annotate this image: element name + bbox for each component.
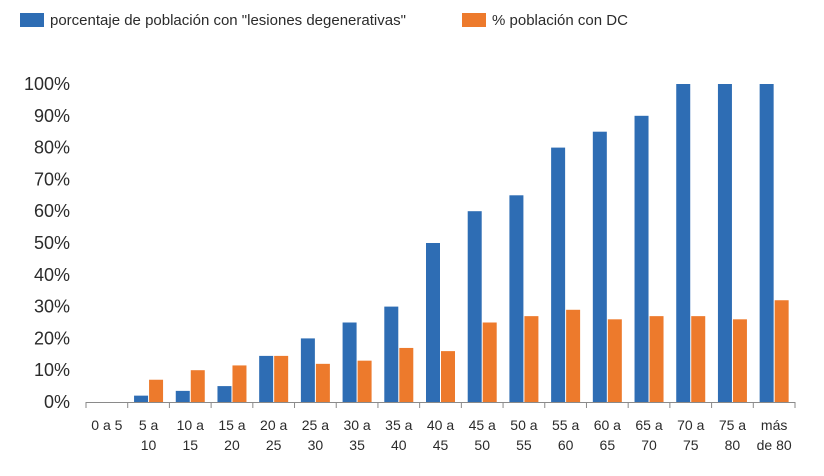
bar-series2-15 bbox=[732, 319, 747, 402]
y-tick-label: 30% bbox=[34, 297, 70, 317]
y-tick-label: 70% bbox=[34, 169, 70, 189]
y-tick-label: 40% bbox=[34, 265, 70, 285]
legend-label-2: % población con DC bbox=[492, 12, 628, 29]
legend-label-1: porcentaje de población con "lesiones de… bbox=[50, 12, 406, 29]
bar-series2-2 bbox=[190, 370, 205, 402]
x-tick-label: 20 a bbox=[260, 417, 287, 433]
x-tick-label: 70 a bbox=[677, 417, 704, 433]
bar-series2-10 bbox=[524, 316, 539, 402]
x-tick-label: 15 a bbox=[218, 417, 245, 433]
x-tick-label: 55 a bbox=[552, 417, 579, 433]
x-tick-label: 75 bbox=[683, 437, 699, 453]
y-tick-label: 80% bbox=[34, 138, 70, 158]
x-tick-label: 50 bbox=[474, 437, 490, 453]
x-tick-label: 0 a 5 bbox=[91, 417, 122, 433]
x-tick-label: 50 a bbox=[510, 417, 537, 433]
bar-series1-11 bbox=[551, 147, 566, 402]
x-tick-label: 80 bbox=[725, 437, 741, 453]
bar-series1-10 bbox=[509, 195, 524, 402]
bar-series1-7 bbox=[384, 306, 399, 402]
bar-series1-14 bbox=[676, 84, 691, 402]
x-tick-label: 30 bbox=[308, 437, 324, 453]
x-tick-label: 55 bbox=[516, 437, 532, 453]
bar-series1-1 bbox=[134, 395, 149, 402]
legend-swatch-1 bbox=[20, 13, 44, 27]
y-tick-label: 90% bbox=[34, 106, 70, 126]
x-tick-label: 60 a bbox=[594, 417, 621, 433]
bar-series1-16 bbox=[759, 84, 774, 402]
legend: porcentaje de población con "lesiones de… bbox=[20, 12, 628, 29]
bar-series1-9 bbox=[467, 211, 482, 402]
bar-series2-11 bbox=[566, 309, 581, 402]
x-tick-label: 70 bbox=[641, 437, 657, 453]
x-tick-label: 75 a bbox=[719, 417, 746, 433]
bar-series1-12 bbox=[592, 131, 607, 402]
bar-series2-6 bbox=[357, 360, 372, 402]
x-tick-label: 10 a bbox=[177, 417, 204, 433]
x-axis: 0 a 5 5 a 10 10 a 15 15 a 20 20 a 25 25 a 30 30 a 35… bbox=[85, 402, 796, 453]
y-tick-label: 0% bbox=[44, 392, 70, 412]
bar-series2-9 bbox=[482, 322, 497, 402]
bar-series2-12 bbox=[607, 319, 622, 402]
x-tick-label: 5 a bbox=[139, 417, 159, 433]
bars bbox=[134, 84, 789, 403]
bar-series1-6 bbox=[342, 322, 357, 402]
x-tick-label: 15 bbox=[182, 437, 198, 453]
x-tick-label: 40 bbox=[391, 437, 407, 453]
x-tick-label: 60 bbox=[558, 437, 574, 453]
y-tick-label: 50% bbox=[34, 233, 70, 253]
bar-series1-15 bbox=[717, 84, 732, 402]
bar-series2-5 bbox=[315, 363, 330, 402]
bar-series1-13 bbox=[634, 115, 649, 403]
y-tick-label: 20% bbox=[34, 328, 70, 348]
y-tick-label: 100% bbox=[24, 74, 70, 94]
bar-series2-1 bbox=[149, 379, 164, 402]
legend-swatch-2 bbox=[462, 13, 486, 27]
x-tick-label: 20 bbox=[224, 437, 240, 453]
y-axis: 0% 10% 20% 30% 40% 50% 60% 70% 80% 90% 100% bbox=[24, 74, 70, 412]
x-tick-label: 40 a bbox=[427, 417, 454, 433]
x-tick-label: 35 a bbox=[385, 417, 412, 433]
bar-series2-3 bbox=[232, 365, 247, 402]
x-tick-label: 45 a bbox=[469, 417, 496, 433]
x-tick-label: 10 bbox=[141, 437, 157, 453]
x-tick-label: 65 bbox=[600, 437, 616, 453]
x-tick-label: más bbox=[761, 417, 787, 433]
bar-series2-8 bbox=[441, 351, 455, 402]
bar-series2-14 bbox=[691, 316, 706, 402]
x-tick-label: 25 a bbox=[302, 417, 329, 433]
bar-series1-5 bbox=[300, 338, 315, 402]
x-tick-label: 30 a bbox=[343, 417, 370, 433]
x-tick-label: 45 bbox=[433, 437, 449, 453]
x-tick-label: 35 bbox=[349, 437, 365, 453]
x-tick-label: de 80 bbox=[757, 437, 792, 453]
y-tick-label: 60% bbox=[34, 201, 70, 221]
bar-series2-13 bbox=[649, 316, 664, 402]
x-tick-label: 65 a bbox=[635, 417, 662, 433]
bar-series1-2 bbox=[175, 390, 190, 402]
bar-series2-4 bbox=[274, 355, 289, 402]
bar-series2-16 bbox=[774, 300, 789, 402]
bar-series1-3 bbox=[217, 386, 232, 402]
bar-series1-8 bbox=[426, 243, 440, 402]
bar-series2-7 bbox=[399, 347, 414, 402]
x-tick-label: 25 bbox=[266, 437, 282, 453]
bar-series1-4 bbox=[259, 355, 274, 402]
y-tick-label: 10% bbox=[34, 360, 70, 380]
